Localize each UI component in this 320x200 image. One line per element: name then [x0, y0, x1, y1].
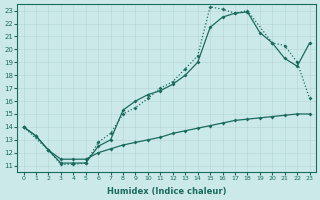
X-axis label: Humidex (Indice chaleur): Humidex (Indice chaleur)	[107, 187, 226, 196]
